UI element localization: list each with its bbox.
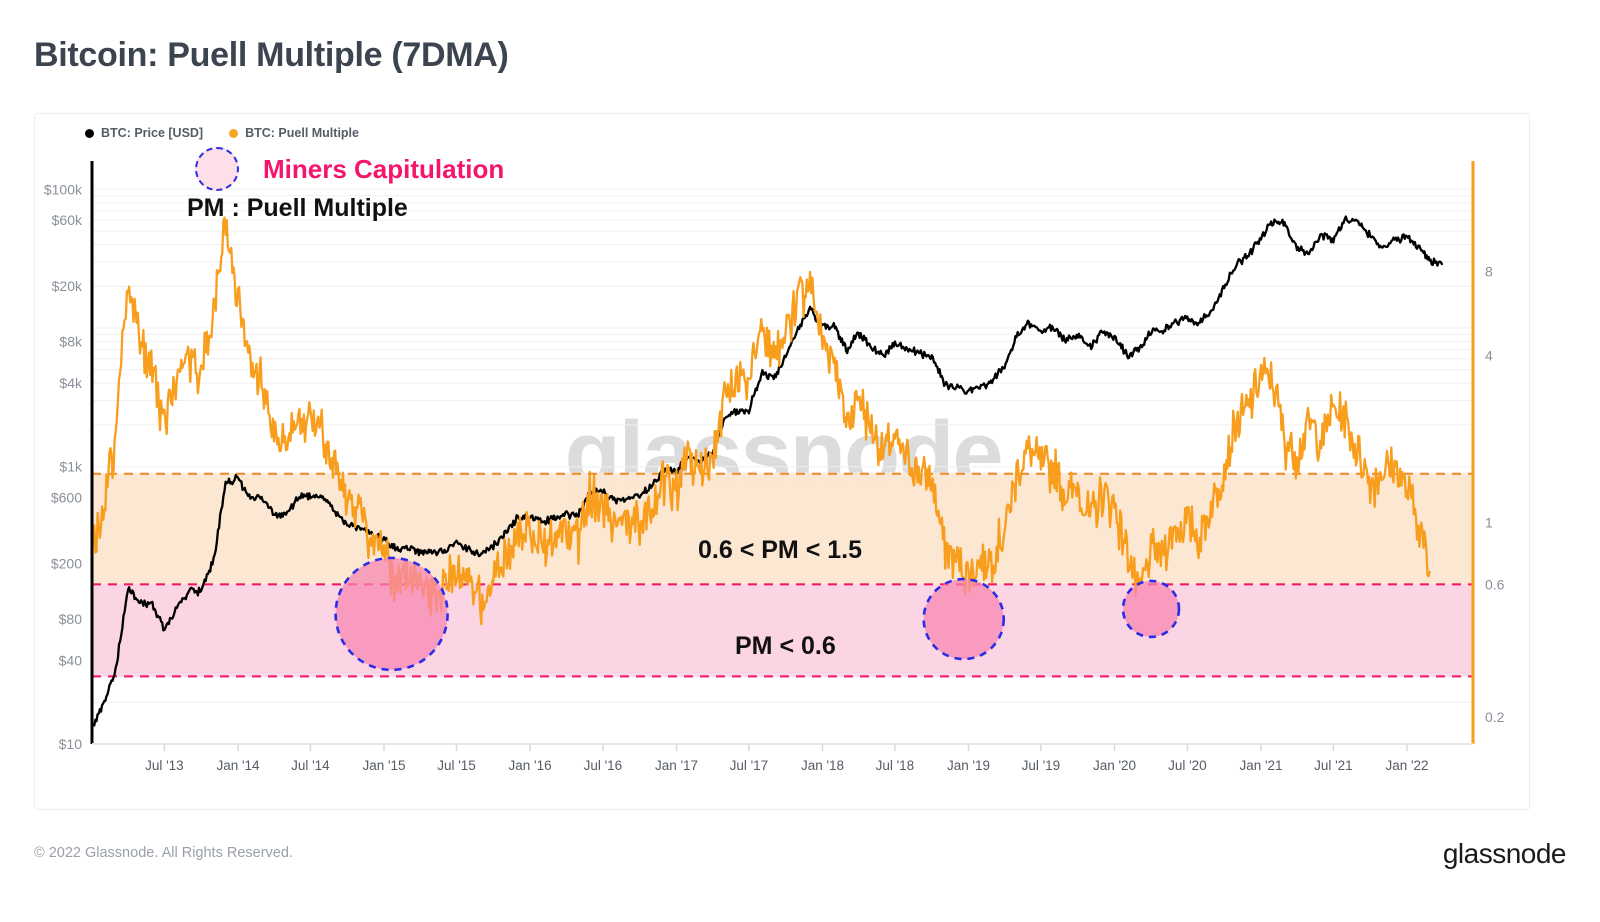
- capitulation-circle-icon: [195, 147, 239, 191]
- chart-card: BTC: Price [USD] BTC: Puell Multiple gla…: [34, 113, 1530, 810]
- svg-text:Jul '15: Jul '15: [437, 758, 476, 773]
- capitulation-marker-0: [334, 556, 449, 672]
- copyright-text: © 2022 Glassnode. All Rights Reserved.: [34, 845, 293, 861]
- capitulation-marker-1: [922, 577, 1006, 661]
- svg-text:$10: $10: [59, 736, 83, 752]
- legend-item-puell[interactable]: BTC: Puell Multiple: [229, 126, 359, 140]
- svg-text:4: 4: [1485, 347, 1493, 363]
- band-mid-annotation: 0.6 < PM < 1.5: [698, 536, 862, 564]
- chart-svg: $100k $60k $20k $8k $4k $1k $600 $200 $80 $40 $10 8…: [44, 161, 1505, 773]
- glassnode-logo: glassnode: [1442, 838, 1567, 869]
- svg-text:$8k: $8k: [59, 333, 83, 349]
- capitulation-legend-label: Miners Capitulation: [263, 153, 505, 184]
- legend-label-price: BTC: Price [USD]: [101, 126, 204, 140]
- band-1: [92, 584, 1473, 677]
- legend-item-price[interactable]: BTC: Price [USD]: [85, 126, 203, 140]
- svg-text:$4k: $4k: [59, 375, 83, 391]
- svg-text:$200: $200: [51, 556, 82, 572]
- svg-text:Jul '18: Jul '18: [876, 758, 915, 773]
- svg-text:$60k: $60k: [52, 212, 83, 228]
- svg-text:Jul '14: Jul '14: [291, 758, 330, 773]
- svg-text:Jan '17: Jan '17: [655, 758, 698, 773]
- svg-text:Jan '14: Jan '14: [216, 758, 260, 773]
- pm-key-label: PM : Puell Multiple: [187, 194, 408, 222]
- chart-legend: BTC: Price [USD] BTC: Puell Multiple: [85, 126, 359, 140]
- capitulation-marker-2: [1121, 579, 1181, 639]
- series-price: [90, 215, 1444, 730]
- svg-text:$600: $600: [51, 489, 82, 505]
- svg-text:Jan '20: Jan '20: [1093, 758, 1136, 773]
- svg-text:0.6: 0.6: [1485, 576, 1505, 592]
- band-low-annotation: PM < 0.6: [735, 632, 836, 660]
- svg-text:Jan '22: Jan '22: [1385, 758, 1428, 773]
- capitulation-legend: Miners Capitulation: [195, 147, 504, 191]
- band-0: [92, 473, 1473, 585]
- svg-text:Jul '20: Jul '20: [1168, 758, 1207, 773]
- svg-text:$100k: $100k: [44, 181, 83, 197]
- svg-text:Jul '21: Jul '21: [1314, 758, 1353, 773]
- svg-text:Jan '15: Jan '15: [362, 758, 405, 773]
- svg-text:$1k: $1k: [59, 459, 83, 475]
- svg-text:Jan '18: Jan '18: [801, 758, 844, 773]
- svg-text:Jan '21: Jan '21: [1239, 758, 1282, 773]
- svg-text:8: 8: [1485, 264, 1493, 280]
- legend-dot-black-icon: [85, 128, 94, 138]
- legend-dot-orange-icon: [229, 128, 239, 138]
- svg-text:Jan '16: Jan '16: [509, 758, 552, 773]
- svg-text:$80: $80: [59, 611, 83, 627]
- svg-text:Jul '19: Jul '19: [1022, 758, 1061, 773]
- svg-text:Jul '17: Jul '17: [730, 758, 769, 773]
- svg-text:0.2: 0.2: [1485, 709, 1505, 725]
- svg-text:1: 1: [1485, 515, 1493, 531]
- series-puell: [90, 216, 1431, 626]
- svg-text:$20k: $20k: [52, 278, 83, 294]
- page-title: Bitcoin: Puell Multiple (7DMA): [34, 36, 509, 74]
- svg-text:Jan '19: Jan '19: [947, 758, 990, 773]
- svg-text:$40: $40: [59, 653, 83, 669]
- svg-text:Jul '16: Jul '16: [584, 758, 623, 773]
- plot-area[interactable]: glassnode $100k $60k $20k $8k $4k $1k $600 $200…: [35, 114, 1531, 811]
- svg-text:Jul '13: Jul '13: [145, 758, 184, 773]
- legend-label-puell: BTC: Puell Multiple: [245, 126, 359, 140]
